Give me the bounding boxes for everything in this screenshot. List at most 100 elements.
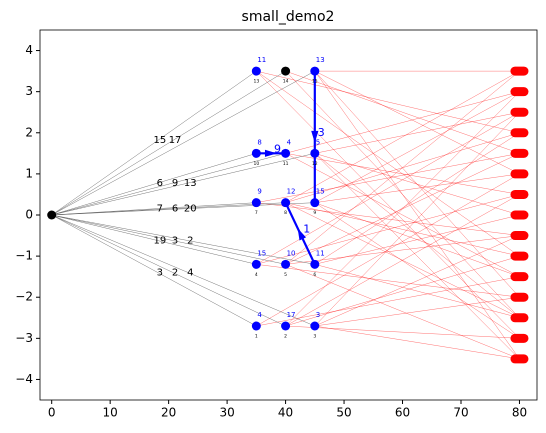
red-edge bbox=[314, 264, 520, 318]
x-tick-label: 10 bbox=[103, 406, 118, 420]
target-node bbox=[510, 66, 529, 76]
node-label: 11 bbox=[257, 56, 266, 64]
node-sublabel: 10 bbox=[253, 161, 259, 167]
blue-edge-label: 9 bbox=[274, 142, 281, 155]
target-node bbox=[510, 251, 529, 261]
node bbox=[251, 148, 261, 158]
node bbox=[281, 148, 291, 158]
root-edge bbox=[51, 202, 257, 216]
node bbox=[310, 321, 320, 331]
red-edge bbox=[285, 235, 520, 265]
node bbox=[310, 148, 320, 158]
target-node bbox=[510, 313, 529, 323]
y-tick-label: 1 bbox=[25, 166, 33, 180]
red-edge bbox=[314, 235, 520, 327]
red-edge bbox=[285, 70, 520, 265]
edge-label: 17 bbox=[169, 135, 182, 146]
red-edge bbox=[314, 325, 520, 360]
x-tick-label: 30 bbox=[219, 406, 234, 420]
node-sublabel: 15 bbox=[312, 79, 318, 85]
node-sublabel: 12 bbox=[312, 161, 318, 167]
edge-label: 9 bbox=[172, 178, 178, 189]
y-tick-label: −2 bbox=[15, 290, 33, 304]
target-node bbox=[510, 107, 529, 117]
node bbox=[281, 66, 291, 76]
node-label: 12 bbox=[287, 188, 296, 196]
x-tick-label: 0 bbox=[48, 406, 56, 420]
chart-title: small_demo2 bbox=[242, 9, 335, 25]
edge-label: 4 bbox=[187, 268, 193, 279]
target-node bbox=[510, 210, 529, 220]
node-sublabel: 13 bbox=[253, 79, 259, 85]
x-tick-label: 40 bbox=[278, 406, 293, 420]
x-tick-label: 70 bbox=[453, 406, 468, 420]
red-edge bbox=[314, 153, 520, 360]
red-edge bbox=[256, 276, 520, 327]
y-tick-label: 0 bbox=[25, 208, 33, 222]
y-tick-label: −1 bbox=[15, 249, 33, 263]
edge-label: 3 bbox=[172, 236, 178, 247]
red-edge bbox=[314, 214, 520, 265]
node-sublabel: 2 bbox=[284, 334, 287, 340]
red-edge bbox=[256, 70, 520, 133]
node bbox=[310, 66, 320, 76]
node-label: 11 bbox=[316, 249, 325, 257]
red-edge bbox=[314, 173, 520, 203]
root-edge bbox=[51, 214, 286, 327]
node-sublabel: 7 bbox=[255, 210, 258, 216]
edge-label: 15 bbox=[153, 135, 166, 146]
root-edge bbox=[51, 214, 315, 327]
node-label: 4 bbox=[257, 311, 262, 319]
red-edge bbox=[256, 194, 520, 265]
x-tick-label: 20 bbox=[161, 406, 176, 420]
root-node bbox=[47, 210, 57, 220]
root-edge bbox=[51, 214, 257, 265]
target-node bbox=[510, 189, 529, 199]
blue-arrow bbox=[297, 228, 307, 241]
node-label: 3 bbox=[316, 311, 320, 319]
red-edge bbox=[256, 153, 520, 203]
red-edge bbox=[285, 194, 520, 327]
root-edge bbox=[51, 214, 286, 265]
node bbox=[281, 321, 291, 331]
x-tick-label: 50 bbox=[336, 406, 351, 420]
node-sublabel: 3 bbox=[313, 334, 316, 340]
target-node bbox=[510, 292, 529, 302]
red-edge bbox=[285, 153, 520, 277]
node bbox=[281, 259, 291, 269]
node-sublabel: 8 bbox=[284, 210, 287, 216]
node-sublabel: 14 bbox=[283, 79, 289, 85]
node-label: 13 bbox=[316, 56, 325, 64]
red-edge bbox=[256, 264, 520, 298]
target-node bbox=[510, 272, 529, 282]
red-edge bbox=[285, 91, 520, 154]
root-edge bbox=[51, 70, 257, 216]
target-node bbox=[510, 87, 529, 97]
node-label: 17 bbox=[287, 311, 296, 319]
y-tick-label: 3 bbox=[25, 84, 33, 98]
red-edge bbox=[285, 70, 520, 318]
node-label: 9 bbox=[257, 188, 261, 196]
edge-label: 2 bbox=[187, 236, 193, 247]
node-sublabel: 6 bbox=[313, 272, 316, 278]
root-edge bbox=[51, 153, 257, 216]
node-label: 8 bbox=[257, 138, 261, 146]
red-edge bbox=[285, 153, 520, 195]
root-edge bbox=[51, 202, 315, 216]
red-edge bbox=[285, 202, 520, 257]
red-edge bbox=[256, 202, 520, 236]
edge-label: 19 bbox=[153, 236, 166, 247]
root-edge bbox=[51, 202, 286, 216]
edge-label: 13 bbox=[184, 178, 197, 189]
target-node bbox=[510, 148, 529, 158]
node bbox=[310, 259, 320, 269]
red-edge bbox=[314, 70, 520, 175]
edge-label: 2 bbox=[172, 268, 178, 279]
node-label: 10 bbox=[287, 249, 296, 257]
root-edge bbox=[51, 153, 286, 216]
blue-edge-label: 1 bbox=[303, 223, 310, 236]
x-tick-label: 80 bbox=[512, 406, 527, 420]
root-edge bbox=[51, 153, 315, 216]
blue-arrow bbox=[264, 149, 277, 157]
node-label: 4 bbox=[287, 138, 292, 146]
